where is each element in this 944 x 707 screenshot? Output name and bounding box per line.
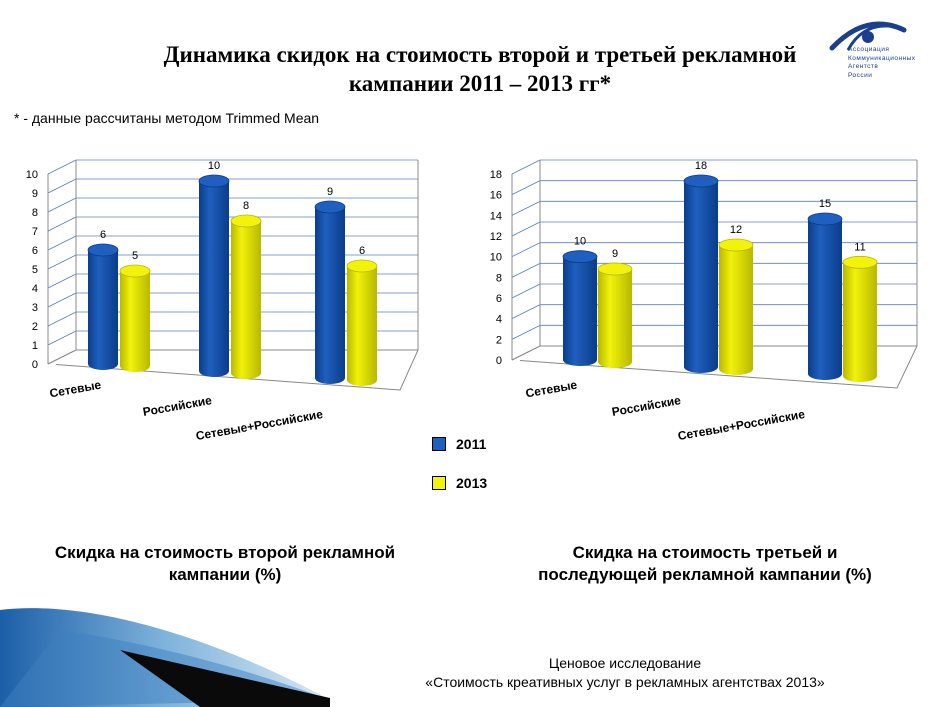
chart-second-campaign: 0 1 2 3 4 5 6 7 8 9 10 6 5 Сетевые 10 8 Российские 9 6 Сете…: [26, 159, 419, 443]
y-tick-label: 9: [32, 188, 38, 200]
category-label: Российские: [142, 393, 213, 419]
title-line-1: Динамика скидок на стоимость второй и тр…: [163, 42, 797, 67]
grid-line-left: [511, 180, 541, 196]
data-label: 10: [574, 236, 586, 248]
grid-line-left: [47, 178, 77, 194]
bar-2013: [119, 264, 151, 372]
y-tick-label: 1: [32, 340, 38, 352]
footer-line-2: «Стоимость креативных услуг в рекламных …: [425, 674, 825, 690]
legend-label-2013: 2013: [456, 475, 488, 491]
bar-2011: [87, 243, 119, 370]
grid-line-left: [47, 273, 77, 289]
grid-line-left: [47, 330, 77, 346]
data-label: 18: [695, 160, 707, 172]
y-tick-label: 2: [496, 334, 502, 346]
y-tick-label: 8: [32, 207, 38, 219]
grid-line-left: [511, 262, 541, 278]
grid-line-left: [511, 200, 541, 216]
data-label: 9: [612, 248, 618, 260]
bar-2013: [597, 262, 633, 368]
chart2-caption: Скидка на стоимость третьей и последующе…: [538, 543, 872, 584]
data-label: 12: [730, 224, 742, 236]
floor: [47, 349, 419, 391]
page-title: Динамика скидок на стоимость второй и тр…: [80, 40, 880, 98]
association-logo: Ассоциация Коммуникационных Агентств Рос…: [828, 14, 944, 94]
y-tick-label: 0: [32, 359, 38, 371]
data-label: 11: [854, 241, 865, 253]
y-tick-label: 4: [32, 283, 38, 295]
grid-line-left: [47, 254, 77, 270]
y-tick-label: 16: [490, 190, 502, 202]
legend: 2011 2013: [432, 434, 487, 512]
y-tick-label: 2: [32, 321, 38, 333]
grid-line-left: [47, 197, 77, 213]
y-tick-label: 3: [32, 302, 38, 314]
data-label: 9: [327, 186, 333, 198]
y-tick-label: 5: [32, 264, 38, 276]
y-tick-label: 14: [490, 210, 502, 222]
grid-line-left: [511, 304, 541, 320]
legend-label-2011: 2011: [456, 436, 487, 452]
category-label: Сетевые+Российские: [677, 407, 807, 443]
grid-line-left: [511, 159, 541, 175]
y-tick-label: 0: [496, 355, 502, 367]
footnote: * - данные рассчитаны методом Trimmed Me…: [14, 110, 320, 126]
y-tick-label: 12: [490, 231, 502, 243]
category-label: Сетевые: [524, 378, 578, 401]
grid-line-left: [511, 283, 541, 299]
category-label: Сетевые: [48, 378, 102, 401]
legend-swatch-2011: [432, 437, 446, 451]
bar-2011: [562, 250, 598, 366]
y-tick-label: 10: [26, 169, 38, 181]
data-label: 15: [819, 198, 831, 210]
bar-2011: [314, 200, 346, 384]
y-tick-label: 4: [496, 314, 502, 326]
grid-line-left: [47, 159, 77, 175]
bar-2013: [346, 259, 378, 386]
grid-line-left: [511, 324, 541, 340]
bar-2013: [230, 214, 262, 379]
legend-item-2011: 2011: [432, 434, 487, 454]
chart1-caption: Скидка на стоимость второй рекламной кам…: [54, 543, 396, 584]
grid-line-left: [47, 216, 77, 232]
decorative-wave: [0, 608, 330, 707]
floor: [511, 345, 918, 389]
bar-2013: [842, 255, 878, 382]
legend-item-2013: 2013: [432, 473, 487, 493]
grid-line-left: [511, 221, 541, 237]
y-tick-label: 18: [490, 169, 502, 181]
data-label: 6: [359, 245, 365, 257]
y-tick-label: 7: [32, 226, 38, 238]
y-tick-label: 6: [496, 293, 502, 305]
bar-2011: [683, 174, 719, 373]
bar-2011: [807, 212, 843, 380]
footer-line-1: Ценовое исследование: [548, 655, 702, 671]
y-tick-label: 6: [32, 245, 38, 257]
bar-2013: [718, 238, 754, 375]
data-label: 8: [243, 200, 249, 212]
data-label: 10: [208, 160, 220, 172]
footer: Ценовое исследование «Стоимость креативн…: [380, 654, 870, 692]
category-label: Сетевые+Российские: [195, 407, 325, 443]
eye-logo-icon: [829, 21, 907, 51]
y-tick-label: 10: [490, 252, 502, 264]
y-tick-label: 8: [496, 272, 502, 284]
grid-line-left: [511, 242, 541, 258]
data-label: 5: [132, 250, 138, 262]
bar-2011: [198, 174, 230, 377]
logo-text: Ассоциация Коммуникационных Агентств Рос…: [848, 46, 916, 79]
title-line-2: кампании 2011 – 2013 гг*: [348, 71, 612, 96]
category-label: Российские: [611, 393, 682, 419]
grid-line-left: [47, 235, 77, 251]
data-label: 6: [100, 229, 106, 241]
chart-third-campaign: 0 2 4 6 8 10 12 14 16 18 10 9 Сетевые 18 12 Российские 1…: [490, 159, 918, 443]
grid-line-left: [47, 311, 77, 327]
legend-swatch-2013: [432, 476, 446, 490]
grid-line-left: [47, 292, 77, 308]
